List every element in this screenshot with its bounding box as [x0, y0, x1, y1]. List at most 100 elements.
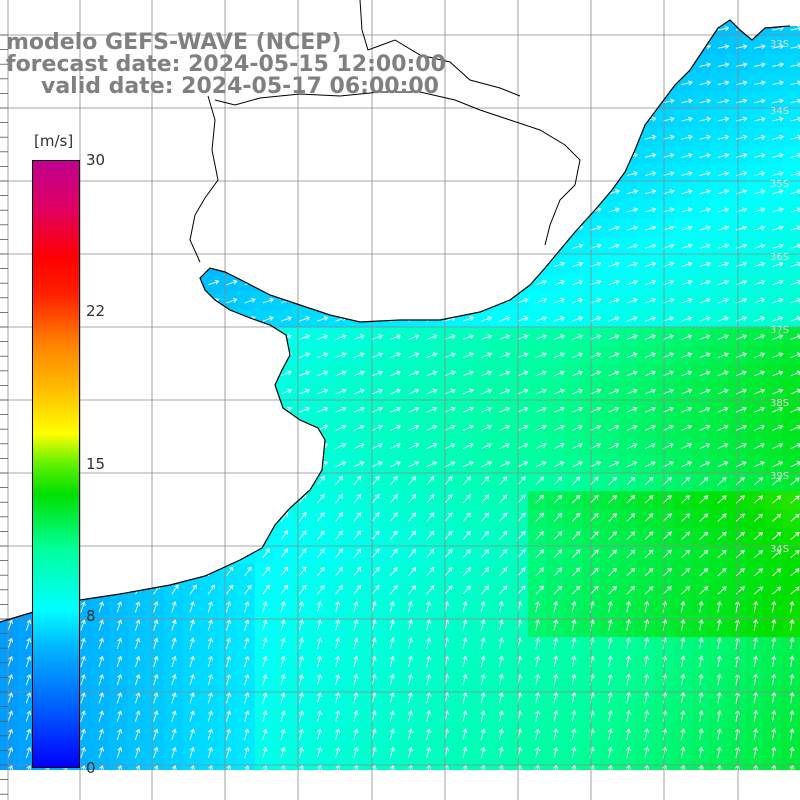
wind-arrow	[353, 764, 359, 770]
wind-arrow	[426, 637, 432, 649]
wind-cell	[691, 600, 711, 620]
wind-cell	[436, 509, 456, 529]
wind-cell	[200, 655, 219, 674]
wind-arrow	[517, 494, 526, 504]
wind-arrow	[407, 764, 413, 770]
wind-arrow	[426, 655, 432, 668]
wind-cell	[455, 728, 474, 747]
wind-cell	[582, 345, 602, 365]
wind-cell	[364, 345, 383, 365]
wind-arrow	[499, 334, 511, 340]
wind-cell	[691, 91, 711, 110]
wind-arrow	[189, 710, 195, 722]
wind-cell	[400, 400, 420, 420]
wind-cell	[600, 564, 620, 583]
wind-cell	[455, 527, 474, 547]
wind-cell	[400, 473, 420, 492]
wind-cell	[291, 600, 310, 620]
wind-cell	[728, 618, 747, 638]
wind-arrow	[371, 370, 383, 377]
wind-cell	[764, 109, 784, 128]
wind-cell	[618, 327, 638, 347]
wind-cell	[600, 473, 620, 492]
wind-cell	[91, 600, 110, 620]
wind-cell	[418, 527, 438, 547]
wind-arrow	[335, 691, 341, 704]
wind-cell	[691, 163, 711, 183]
wind-arrow	[80, 746, 86, 759]
wind-arrow	[371, 566, 380, 577]
wind-arrow	[207, 601, 213, 613]
wind-cell	[746, 709, 765, 729]
wind-cell	[764, 655, 784, 674]
wind-cell	[691, 345, 711, 365]
wind-cell	[400, 637, 420, 656]
wind-cell	[782, 273, 800, 292]
wind-cell	[655, 546, 674, 565]
wind-cell	[564, 291, 583, 310]
wind-cell	[673, 600, 693, 620]
wind-cell	[600, 345, 620, 365]
colorbar-tick-30: 30	[86, 151, 106, 169]
wind-cell	[509, 655, 529, 674]
wind-cell	[345, 418, 365, 438]
wind-cell	[655, 345, 674, 365]
wind-cell	[655, 109, 674, 128]
wind-arrow	[153, 746, 159, 759]
wind-cell	[327, 691, 347, 711]
wind-cell	[637, 273, 656, 292]
wind-cell	[273, 746, 292, 765]
wind-arrow	[335, 637, 341, 649]
wind-cell	[291, 327, 310, 347]
wind-cell	[600, 582, 620, 602]
wind-arrow	[444, 764, 450, 770]
wind-cell	[546, 455, 565, 474]
wind-arrow	[353, 691, 359, 704]
wind-cell	[182, 655, 201, 674]
wind-cell	[509, 309, 529, 329]
wind-cell	[637, 218, 656, 238]
wind-cell	[509, 364, 529, 383]
wind-arrow	[134, 728, 141, 740]
wind-cell	[200, 691, 219, 711]
wind-arrow	[389, 619, 395, 631]
wind-cell	[455, 455, 474, 474]
wind-arrow	[480, 764, 486, 770]
wind-cell	[746, 509, 765, 529]
wind-cell	[655, 163, 674, 183]
wind-arrow	[353, 584, 362, 595]
wind-arrow	[244, 584, 252, 595]
wind-cell	[618, 200, 638, 219]
wind-cell	[618, 582, 638, 602]
wind-arrow	[262, 566, 270, 577]
wind-cell	[473, 527, 492, 547]
wind-arrow	[335, 352, 347, 359]
wind-arrow	[426, 334, 438, 340]
wind-arrow	[498, 673, 504, 686]
wind-cell	[564, 455, 583, 474]
wind-arrow	[408, 548, 417, 559]
wind-cell	[709, 345, 729, 365]
wind-arrow	[280, 316, 293, 322]
wind-arrow	[262, 728, 268, 740]
wind-cell	[709, 109, 729, 128]
wind-cell	[655, 127, 674, 147]
wind-cell	[564, 273, 583, 292]
wind-arrow	[408, 530, 417, 540]
wind-cell	[673, 673, 693, 693]
wind-cell	[582, 436, 602, 456]
wind-cell	[600, 728, 620, 747]
wind-cell	[582, 254, 602, 274]
wind-arrow	[225, 764, 232, 770]
wind-cell	[145, 673, 165, 693]
wind-arrow	[371, 764, 377, 770]
wind-arrow	[444, 512, 453, 522]
wind-cell	[764, 709, 784, 729]
wind-cell	[782, 509, 800, 529]
wind-arrow	[189, 673, 195, 686]
wind-cell	[637, 746, 656, 765]
wind-cell	[473, 600, 492, 620]
wind-cell	[728, 182, 747, 201]
wind-cell	[655, 600, 674, 620]
wind-arrow	[171, 601, 177, 613]
